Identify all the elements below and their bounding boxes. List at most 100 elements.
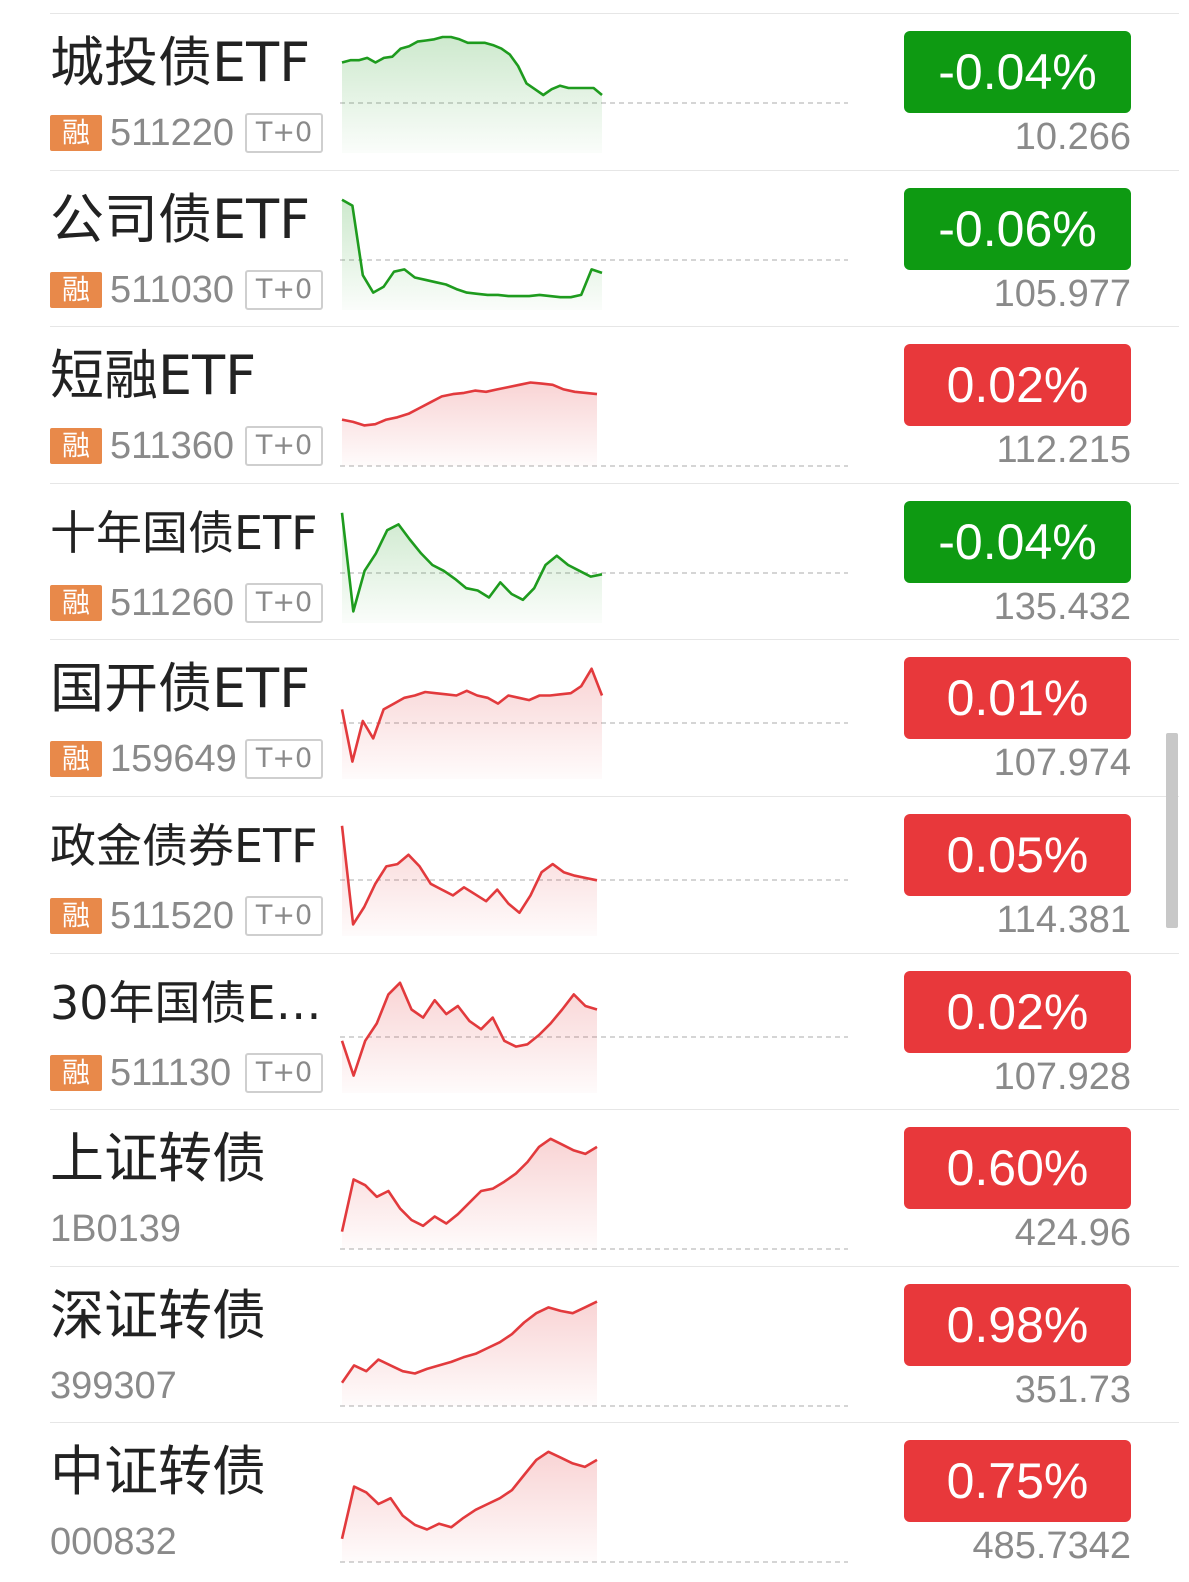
row-divider [50,1265,1179,1267]
intraday-sparkline [340,198,848,310]
sparkline-area [342,1138,597,1250]
security-name: 十年国债ETF [50,505,318,560]
sparkline-area [342,37,602,153]
sparkline-area [342,1452,597,1563]
intraday-sparkline [340,35,848,153]
list-item[interactable]: 上证转债 1B0139 0.60% 424.96 [0,1109,1189,1266]
margin-trading-badge: 融 [50,115,102,151]
list-item[interactable]: 政金债券ETF 融 511520 T+0 0.05% 114.381 [0,796,1189,953]
last-price: 351.73 [1014,1368,1131,1411]
last-price: 112.215 [996,429,1131,472]
security-name: 公司债ETF [50,187,311,251]
change-percent-badge[interactable]: 0.05% [904,814,1131,896]
row-divider [50,639,1179,641]
scrollbar[interactable] [1166,733,1178,928]
change-percent-badge[interactable]: 0.75% [904,1440,1131,1523]
list-item[interactable]: 城投债ETF 融 511220 T+0 -0.04% 10.266 [0,13,1189,170]
security-code: 511030 [110,268,234,311]
list-item[interactable]: 公司债ETF 融 511030 T+0 -0.06% 105.977 [0,169,1189,327]
margin-trading-badge: 融 [50,1054,102,1091]
list-item[interactable]: 30年国债ET... 融 511130 T+0 0.02% 107.928 [0,952,1189,1110]
trade-rule-badge: T+0 [245,896,323,936]
change-percent-badge[interactable]: -0.06% [904,187,1131,270]
margin-trading-badge: 融 [50,428,102,465]
security-name: 上证转债 [50,1127,266,1191]
sparkline-line [340,667,604,764]
change-percent-badge[interactable]: -0.04% [904,500,1131,583]
change-percent-badge[interactable]: 0.98% [904,1283,1131,1366]
trade-rule-badge: T+0 [245,1052,323,1093]
sparkline-area [342,199,602,310]
sparkline-area [342,825,597,936]
security-name: 中证转债 [50,1440,266,1504]
row-divider [50,1109,1179,1111]
row-divider [50,13,1179,14]
intraday-sparkline [340,1300,848,1407]
security-code: 1B0139 [50,1208,182,1251]
last-price: 114.381 [996,899,1131,941]
intraday-sparkline [340,667,848,780]
trade-rule-badge: T+0 [245,582,323,623]
last-price: 105.977 [993,272,1131,315]
sparkline-area [342,982,597,1093]
intraday-sparkline [340,381,848,467]
last-price: 135.432 [993,585,1131,628]
last-price: 107.974 [993,742,1131,785]
intraday-sparkline [340,1450,848,1564]
sparkline-line [340,512,603,613]
margin-trading-badge: 融 [50,271,102,308]
sparkline-area [342,669,602,780]
sparkline-line [341,381,598,427]
list-item[interactable]: 中证转债 000832 0.75% 485.7342 [0,1422,1189,1579]
margin-trading-badge: 融 [50,741,102,778]
sparkline-line [340,1300,598,1384]
security-code: 000832 [50,1521,177,1564]
row-divider [50,1422,1179,1424]
sparkline-line [341,198,603,299]
last-price: 107.928 [993,1055,1131,1098]
change-percent-badge[interactable]: -0.04% [904,31,1131,113]
change-percent-badge[interactable]: 0.60% [904,1127,1131,1210]
intraday-sparkline [340,1137,848,1250]
security-name: 深证转债 [50,1283,266,1347]
margin-trading-badge: 融 [50,584,102,621]
security-name: 30年国债ET... [50,975,335,1030]
sparkline-line [340,981,598,1077]
row-divider [50,482,1179,484]
list-item[interactable]: 国开债ETF 融 159649 T+0 0.01% 107.974 [0,639,1189,796]
last-price: 424.96 [1014,1212,1131,1255]
change-percent-badge[interactable]: 0.02% [904,970,1131,1053]
change-percent-badge[interactable]: 0.02% [904,344,1131,427]
sparkline-area [342,512,602,623]
intraday-sparkline [340,825,848,936]
security-code: 511260 [110,581,234,624]
intraday-sparkline [340,512,848,623]
list-item[interactable]: 深证转债 399307 0.98% 351.73 [0,1265,1189,1423]
trade-rule-badge: T+0 [245,113,323,153]
trade-rule-badge: T+0 [245,269,323,310]
row-divider [50,952,1179,954]
security-name: 短融ETF [50,344,257,408]
security-code: 511220 [110,112,234,154]
security-name: 政金债券ETF [50,819,318,873]
row-divider [50,326,1179,328]
intraday-sparkline [340,981,848,1093]
sparkline-area [342,382,597,467]
last-price: 10.266 [1014,116,1131,158]
security-code: 511520 [110,895,234,937]
security-code: 511130 [110,1051,232,1094]
sparkline-line [340,1137,598,1233]
margin-trading-badge: 融 [50,898,102,934]
trade-rule-badge: T+0 [245,739,323,780]
trade-rule-badge: T+0 [245,426,323,467]
last-price: 485.7342 [972,1525,1132,1568]
sparkline-line [340,1450,598,1540]
security-code: 399307 [50,1364,177,1407]
sparkline-line [340,825,598,926]
security-code: 511360 [110,425,234,468]
security-code: 159649 [110,738,237,781]
list-item[interactable]: 短融ETF 融 511360 T+0 0.02% 112.215 [0,326,1189,483]
change-percent-badge[interactable]: 0.01% [904,657,1131,740]
list-item[interactable]: 十年国债ETF 融 511260 T+0 -0.04% 135.432 [0,482,1189,640]
